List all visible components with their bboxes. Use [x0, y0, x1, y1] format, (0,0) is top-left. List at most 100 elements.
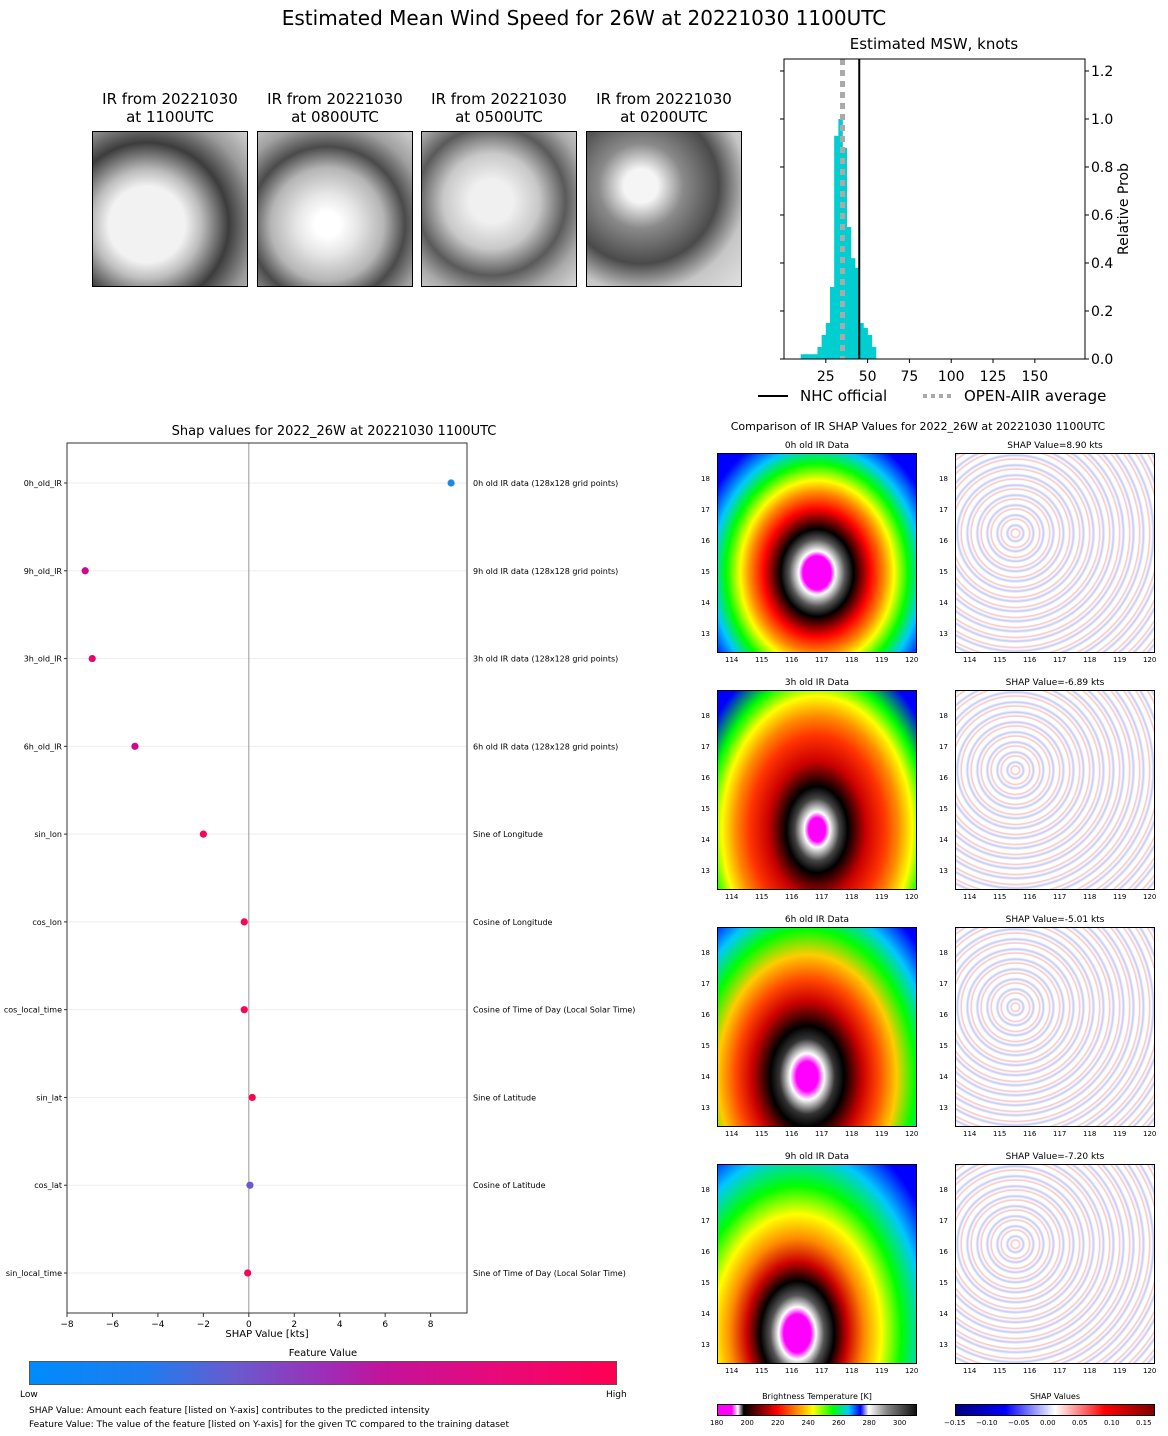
ir-thumb-caption-line2: at 0200UTC — [620, 108, 708, 126]
lat-tick-label: 15 — [939, 1279, 948, 1287]
colorbar-high-label: High — [606, 1390, 627, 1400]
shap-panel-title: SHAP Value=-7.20 kts — [1005, 1152, 1105, 1162]
shap-panel-image — [955, 453, 1155, 653]
shap-colorbar-tick: 0.15 — [1136, 1419, 1152, 1427]
lat-tick-label: 13 — [939, 1341, 948, 1349]
lat-tick-label: 15 — [939, 805, 948, 813]
lon-tick-label: 118 — [845, 893, 859, 901]
lon-tick-label: 118 — [1083, 1367, 1097, 1375]
lon-tick-label: 114 — [725, 1130, 739, 1138]
shap-xtick-label: 0 — [246, 1320, 252, 1330]
lat-tick-label: 16 — [939, 774, 948, 782]
ir-thumb-caption-line1: IR from 20221030 — [102, 90, 238, 108]
lat-tick-label: 16 — [701, 1248, 710, 1256]
msw-xtick-label: 100 — [938, 369, 965, 385]
shap-point — [240, 1006, 248, 1014]
msw-ytick-label: 0.2 — [1091, 304, 1113, 320]
lon-tick-label: 117 — [815, 893, 829, 901]
lon-tick-label: 120 — [905, 893, 919, 901]
shap-point — [244, 1269, 252, 1277]
shap-panel-title: SHAP Value=-5.01 kts — [1005, 915, 1105, 925]
shap-colorbar — [955, 1404, 1155, 1416]
msw-xtick-label: 150 — [1021, 369, 1048, 385]
shap-xtick-label: −2 — [197, 1320, 210, 1330]
lon-tick-label: 115 — [993, 893, 1007, 901]
shap-panel-title: SHAP Value=8.90 kts — [1007, 441, 1103, 451]
shap-point — [240, 918, 248, 926]
shap-colorbar-title: SHAP Values — [1029, 1392, 1081, 1401]
comparison-title: Comparison of IR SHAP Values for 2022_26… — [730, 420, 1106, 433]
lat-tick-label: 15 — [939, 568, 948, 576]
lat-tick-label: 14 — [701, 1073, 710, 1081]
shap-xtick-label: −8 — [60, 1320, 74, 1330]
lon-tick-label: 115 — [755, 893, 769, 901]
histogram-bar — [871, 347, 877, 359]
lat-tick-label: 17 — [939, 1217, 948, 1225]
msw-ytick-label: 0.6 — [1091, 208, 1113, 224]
lat-tick-label: 16 — [939, 1248, 948, 1256]
lon-tick-label: 120 — [1143, 656, 1157, 664]
lat-tick-label: 16 — [939, 1011, 948, 1019]
bt-colorbar-tick: 280 — [862, 1419, 876, 1427]
bt-colorbar-title: Brightness Temperature [K] — [762, 1392, 872, 1401]
shap-feature-name: cos_lon — [32, 918, 62, 927]
shap-feature-description: 6h old IR data (128x128 grid points) — [473, 742, 618, 751]
bt-colorbar-tick: 220 — [771, 1419, 785, 1427]
histogram-bar — [859, 323, 864, 359]
shap-note-line1: SHAP Value: Amount each feature [listed … — [29, 1406, 430, 1416]
shap-feature-description: Sine of Latitude — [473, 1093, 536, 1102]
lat-tick-label: 14 — [701, 1310, 710, 1318]
page-title: Estimated Mean Wind Speed for 26W at 202… — [281, 6, 887, 30]
shap-point — [81, 567, 89, 575]
lon-tick-label: 120 — [905, 1130, 919, 1138]
bt-colorbar-tick: 300 — [893, 1419, 907, 1427]
lon-tick-label: 114 — [725, 893, 739, 901]
shap-feature-description: Sine of Time of Day (Local Solar Time) — [473, 1269, 626, 1278]
bt-colorbar — [717, 1404, 917, 1416]
msw-plot-frame — [783, 58, 1086, 360]
shap-feature-name: cos_local_time — [4, 1006, 62, 1015]
shap-xtick-label: 6 — [382, 1320, 388, 1330]
lon-tick-label: 117 — [1053, 893, 1067, 901]
shap-colorbar-tick: −0.05 — [1008, 1419, 1030, 1427]
shap-point — [131, 742, 139, 750]
lon-tick-label: 115 — [993, 656, 1007, 664]
lon-tick-label: 120 — [905, 656, 919, 664]
lat-tick-label: 18 — [939, 475, 948, 483]
histogram-bar — [863, 327, 868, 359]
lon-tick-label: 114 — [963, 1130, 977, 1138]
histogram-bar — [800, 354, 806, 359]
ir-panel-image — [717, 453, 917, 653]
lon-tick-label: 115 — [755, 656, 769, 664]
lon-tick-label: 119 — [1113, 893, 1127, 901]
histogram-bar — [804, 354, 810, 359]
bt-colorbar-tick: 180 — [710, 1419, 724, 1427]
msw-xtick-label: 50 — [859, 369, 877, 385]
lat-tick-label: 18 — [939, 1186, 948, 1194]
ir-panel-image — [717, 690, 917, 890]
shap-colorbar-tick: 0.10 — [1104, 1419, 1120, 1427]
lat-tick-label: 14 — [939, 599, 948, 607]
lon-tick-label: 114 — [725, 656, 739, 664]
histogram-bar — [834, 135, 839, 359]
ir-thumb-caption-4: IR from 20221030 at 0200UTC — [584, 90, 744, 126]
histogram-bar — [867, 335, 873, 359]
lon-tick-label: 116 — [1023, 656, 1037, 664]
shap-feature-description: 0h old IR data (128x128 grid points) — [473, 479, 618, 488]
lat-tick-label: 18 — [939, 712, 948, 720]
msw-ylabel: Relative Prob — [1116, 163, 1132, 255]
lon-tick-label: 119 — [1113, 1130, 1127, 1138]
lon-tick-label: 118 — [845, 1130, 859, 1138]
lat-tick-label: 18 — [701, 949, 710, 957]
lat-tick-label: 18 — [701, 712, 710, 720]
shap-feature-name: cos_lat — [34, 1181, 62, 1190]
msw-ytick-label: 1.0 — [1091, 112, 1113, 128]
lat-tick-label: 13 — [701, 1104, 710, 1112]
shap-plot-frame — [66, 442, 468, 1314]
msw-histogram-chart: Estimated MSW, knots 25 50 75 100 125 150 0.0… — [758, 35, 1132, 405]
shap-xtick-label: 4 — [337, 1320, 343, 1330]
ir-satellite-image-1100 — [92, 131, 248, 287]
lat-tick-label: 14 — [701, 599, 710, 607]
shap-feature-name: 9h_old_IR — [24, 567, 63, 576]
shap-feature-name: 0h_old_IR — [24, 479, 63, 488]
